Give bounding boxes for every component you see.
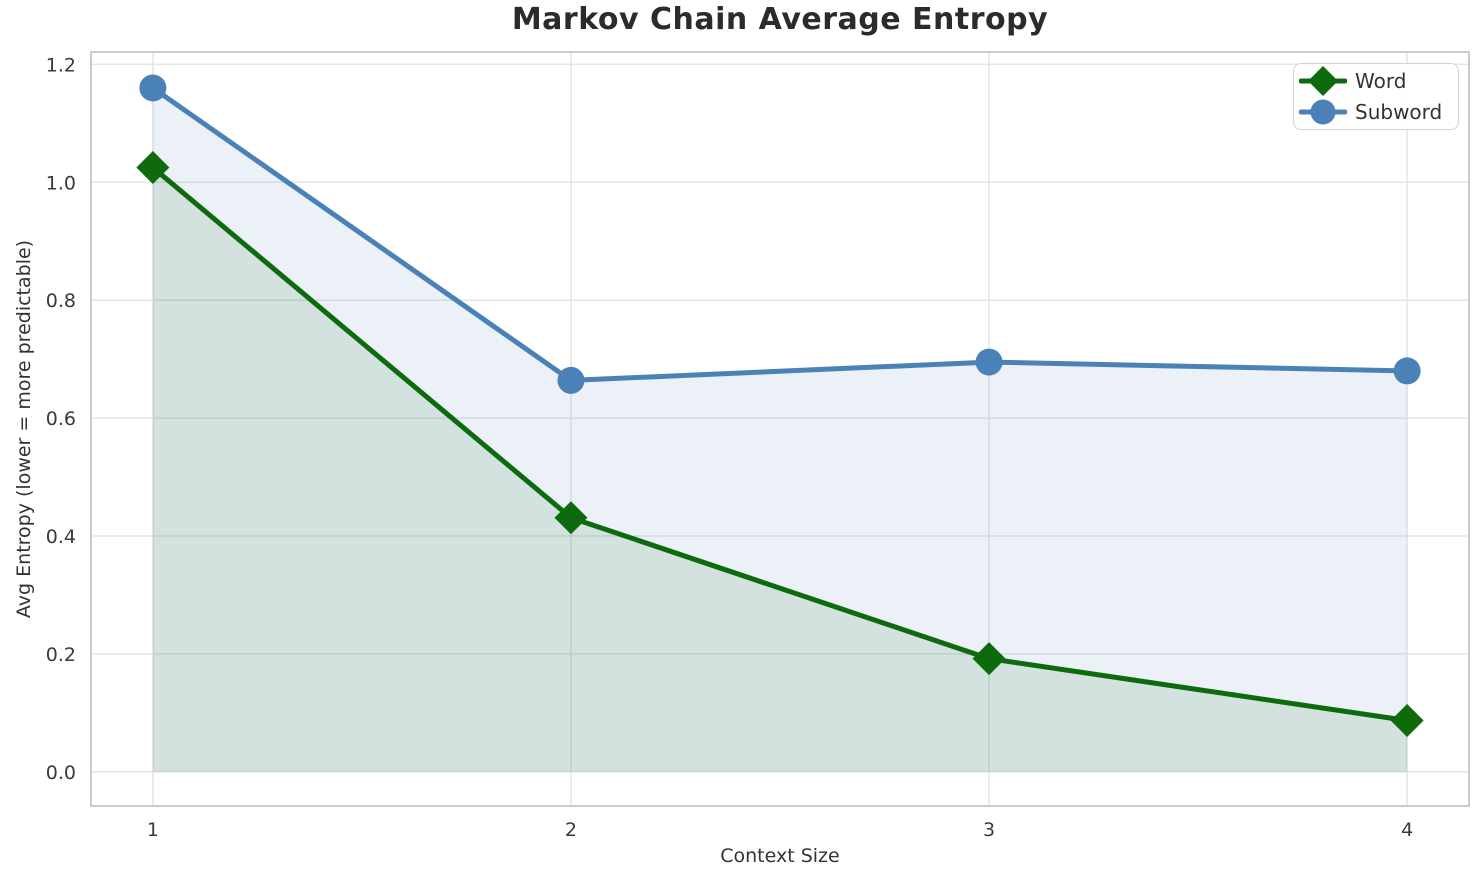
svg-text:0.8: 0.8 — [46, 290, 76, 312]
svg-text:0.2: 0.2 — [46, 644, 76, 666]
svg-text:1.2: 1.2 — [46, 54, 76, 76]
legend-label-subword: Subword — [1355, 100, 1443, 125]
svg-text:3: 3 — [983, 819, 995, 841]
svg-text:1: 1 — [147, 819, 159, 841]
svg-text:0.0: 0.0 — [46, 762, 76, 784]
svg-text:0.4: 0.4 — [46, 526, 76, 548]
x-axis-label: Context Size — [720, 845, 840, 867]
subword-series-marker-icon — [1299, 99, 1347, 125]
chart-title: Markov Chain Average Entropy — [511, 2, 1049, 37]
legend-item-subword: Subword — [1299, 97, 1458, 127]
svg-text:0.6: 0.6 — [46, 408, 76, 430]
legend: Word Subword — [1293, 63, 1459, 130]
svg-text:2: 2 — [565, 819, 577, 841]
word-series-marker-icon — [1299, 65, 1347, 96]
legend-item-word: Word — [1299, 65, 1458, 96]
legend-label-word: Word — [1355, 68, 1407, 93]
svg-text:4: 4 — [1401, 819, 1413, 841]
svg-text:1.0: 1.0 — [46, 172, 76, 194]
